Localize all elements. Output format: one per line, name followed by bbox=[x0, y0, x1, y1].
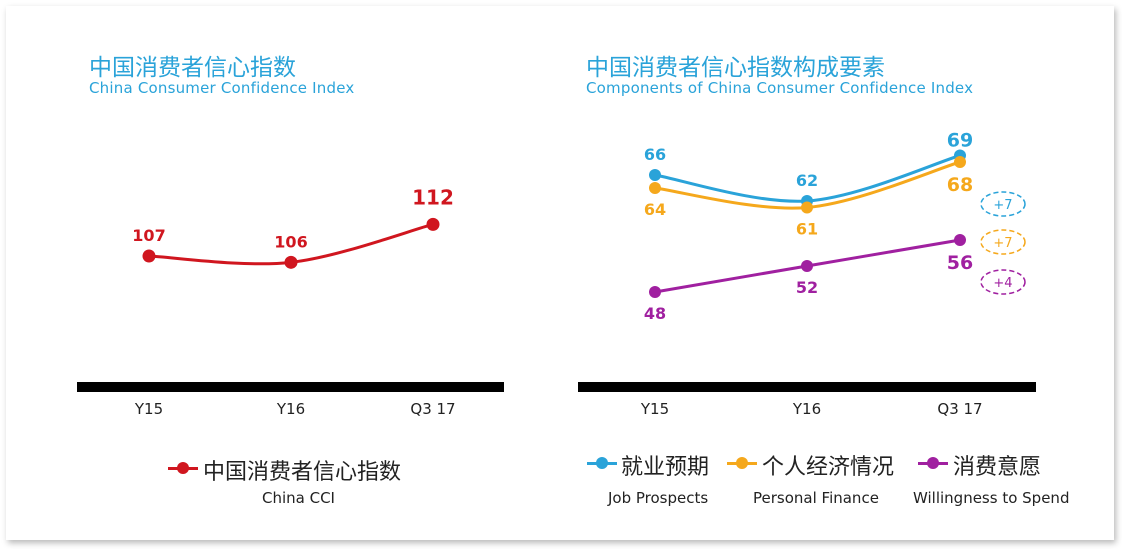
finance-data-label: 64 bbox=[644, 200, 666, 219]
right-x-tick-label: Y16 bbox=[792, 400, 821, 418]
finance-data-label: 68 bbox=[947, 174, 973, 196]
left-chart-subtitle: China Consumer Confidence Index bbox=[89, 79, 355, 97]
finance-change-badge bbox=[980, 229, 1026, 255]
cci-data-label: 106 bbox=[274, 232, 307, 251]
job-point bbox=[649, 169, 661, 181]
legend-spend-marker bbox=[927, 457, 939, 469]
legend-job-marker bbox=[596, 457, 608, 469]
finance-change-label: +7 bbox=[993, 236, 1012, 251]
cci-point bbox=[426, 217, 440, 231]
left-x-tick-label: Y15 bbox=[134, 400, 163, 418]
legend-finance-label-en: Personal Finance bbox=[753, 489, 879, 507]
legend-job-label: 就业预期 bbox=[621, 455, 710, 480]
chart-frame bbox=[6, 6, 1114, 540]
cci-data-label: 107 bbox=[132, 226, 165, 245]
spend-change-badge bbox=[980, 269, 1026, 295]
legend-cci-label: 中国消费者信心指数 bbox=[203, 460, 402, 485]
right-x-tick-label: Y15 bbox=[640, 400, 669, 418]
spend-point bbox=[649, 286, 661, 298]
spend-point bbox=[954, 234, 966, 246]
finance-point bbox=[954, 156, 966, 168]
right-chart-subtitle: Components of China Consumer Confidence … bbox=[586, 79, 974, 97]
spend-change-label: +4 bbox=[993, 276, 1012, 291]
spend-data-label: 48 bbox=[644, 304, 666, 323]
job-data-label: 62 bbox=[796, 171, 818, 190]
legend-spend-label: 消费意愿 bbox=[953, 455, 1042, 480]
finance-point bbox=[649, 182, 661, 194]
job-data-label: 66 bbox=[644, 145, 666, 164]
right-chart-title: 中国消费者信心指数构成要素 bbox=[586, 55, 885, 81]
legend-cci-label-en: China CCI bbox=[262, 489, 335, 507]
legend-cci-marker bbox=[177, 462, 189, 474]
legend-finance-label: 个人经济情况 bbox=[762, 455, 895, 480]
spend-point bbox=[801, 260, 813, 272]
job-change-badge bbox=[980, 191, 1026, 217]
legend-finance-marker bbox=[736, 457, 748, 469]
legend-spend-label-en: Willingness to Spend bbox=[913, 489, 1070, 507]
spend-data-label: 56 bbox=[947, 252, 973, 274]
legend-job-label-en: Job Prospects bbox=[608, 489, 709, 507]
left-x-axis bbox=[77, 382, 504, 392]
finance-point bbox=[801, 201, 813, 214]
right-x-axis bbox=[578, 382, 1036, 392]
left-x-tick-label: Y16 bbox=[276, 400, 305, 418]
left-chart-title: 中国消费者信心指数 bbox=[89, 55, 296, 81]
cci-point bbox=[284, 255, 298, 269]
job-data-label: 69 bbox=[947, 130, 973, 152]
right-x-tick-label: Q3 17 bbox=[937, 400, 982, 418]
left-x-tick-label: Q3 17 bbox=[410, 400, 455, 418]
job-change-label: +7 bbox=[993, 198, 1012, 213]
cci-data-label: 112 bbox=[412, 185, 454, 209]
cci-point bbox=[142, 249, 156, 263]
spend-data-label: 52 bbox=[796, 278, 818, 297]
finance-data-label: 61 bbox=[796, 220, 818, 239]
